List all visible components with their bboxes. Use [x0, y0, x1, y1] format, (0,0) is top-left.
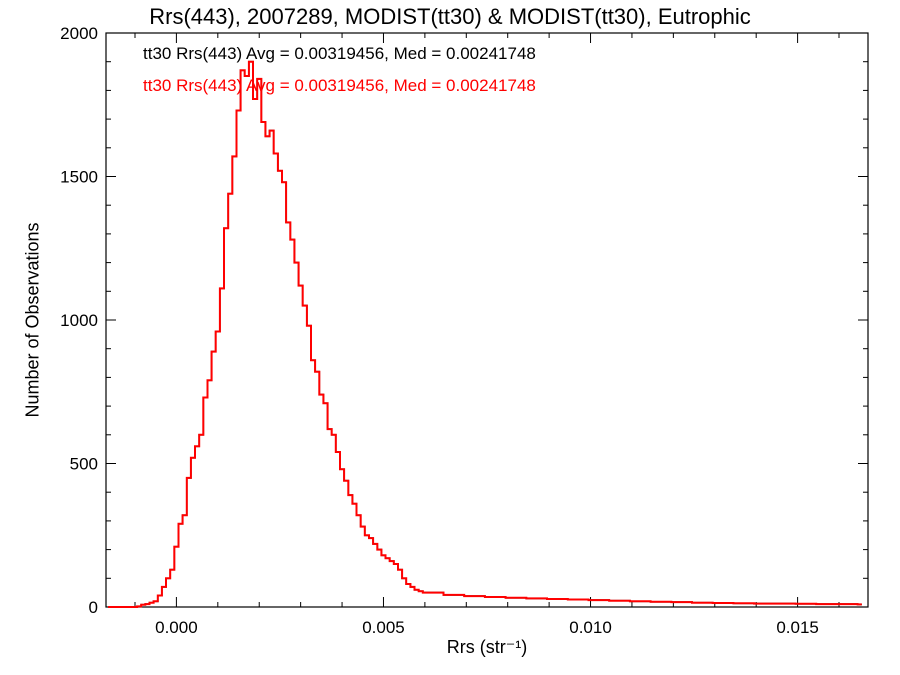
- y-tick-label: 1000: [60, 311, 98, 330]
- x-axis-label: Rrs (str⁻¹): [446, 637, 528, 657]
- series-2-histogram-line: [108, 60, 862, 608]
- chart-title: Rrs(443), 2007289, MODIST(tt30) & MODIST…: [149, 4, 751, 29]
- x-tick-label: 0.015: [776, 618, 819, 637]
- series-1-histogram-line: [108, 60, 862, 608]
- x-tick-label: 0.000: [155, 618, 198, 637]
- y-tick-label: 500: [70, 455, 98, 474]
- y-tick-label: 2000: [60, 24, 98, 43]
- x-tick-label: 0.005: [362, 618, 405, 637]
- x-tick-label: 0.010: [569, 618, 612, 637]
- y-tick-label: 0: [89, 598, 98, 617]
- legend-entry-series-1: tt30 Rrs(443) Avg = 0.00319456, Med = 0.…: [143, 44, 536, 63]
- y-tick-label: 1500: [60, 168, 98, 187]
